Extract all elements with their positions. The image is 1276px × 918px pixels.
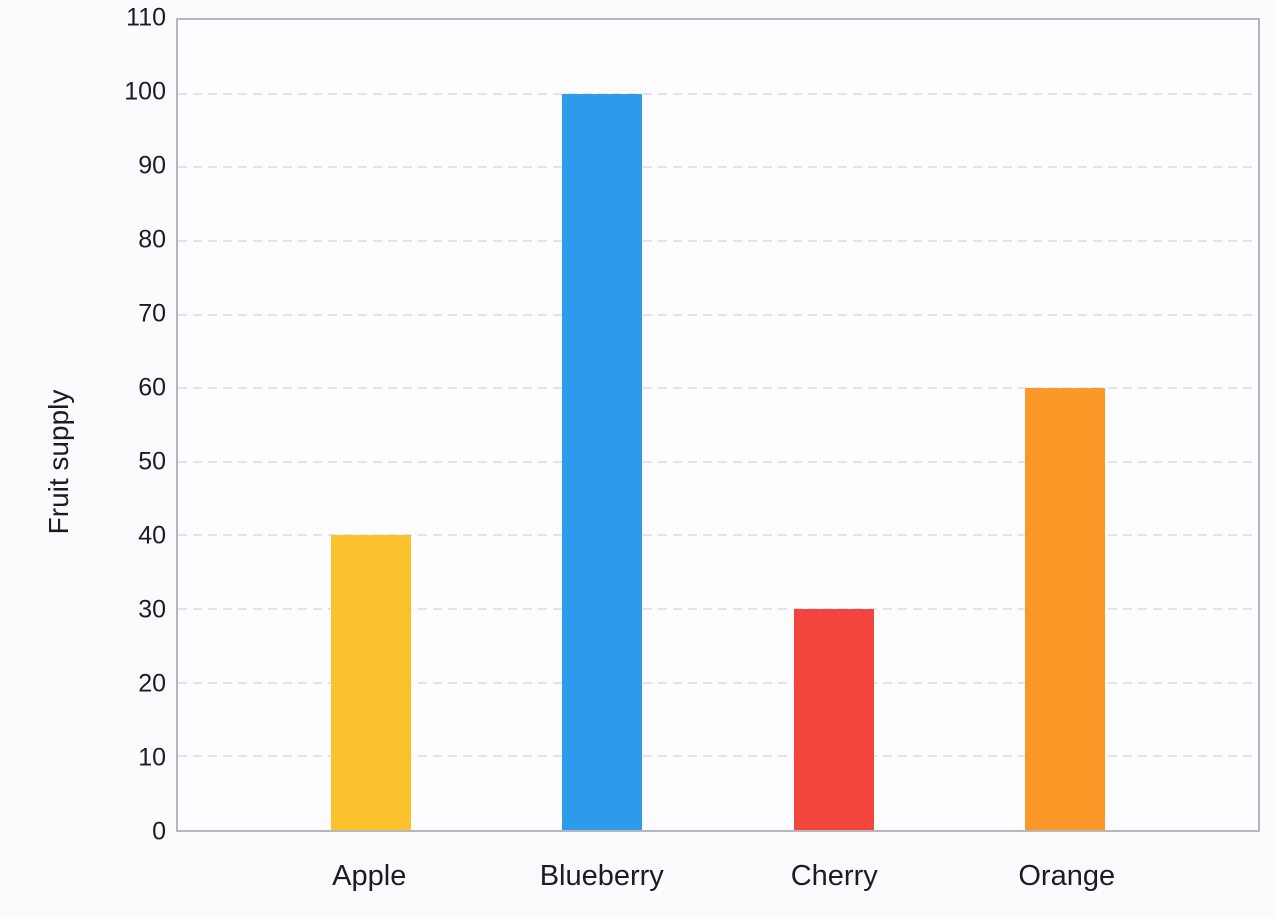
y-tick-label-110: 110	[126, 3, 166, 32]
gridline-70	[178, 313, 1258, 316]
bar-orange	[1025, 388, 1106, 830]
gridline-20	[178, 681, 1258, 684]
bar-apple	[330, 535, 411, 830]
gridline-50	[178, 460, 1258, 463]
gridline-100	[178, 92, 1258, 95]
y-tick-label-40: 40	[138, 521, 166, 550]
plot-area	[176, 18, 1260, 832]
bar-slot-blueberry	[487, 20, 719, 830]
bar-slot-orange	[950, 20, 1182, 830]
bar-cherry	[793, 609, 874, 830]
gridline-30	[178, 608, 1258, 611]
gridline-10	[178, 755, 1258, 758]
x-label-orange: Orange	[1018, 859, 1116, 892]
y-tick-label-30: 30	[138, 595, 166, 624]
y-tick-label-20: 20	[138, 669, 166, 698]
gridline-90	[178, 166, 1258, 169]
gridline-40	[178, 534, 1258, 537]
x-label-apple: Apple	[332, 859, 407, 892]
bars-container	[178, 20, 1258, 830]
x-axis-category-labels: Apple Blueberry Cherry Orange	[176, 850, 1260, 902]
y-tick-label-80: 80	[138, 225, 166, 254]
y-axis-tick-labels: 0 10 20 30 40 50 60 70 80 90 100 110	[0, 5, 166, 844]
gridline-80	[178, 239, 1258, 242]
x-label-blueberry: Blueberry	[539, 859, 664, 892]
y-tick-label-90: 90	[138, 151, 166, 180]
y-tick-label-70: 70	[138, 299, 166, 328]
y-tick-label-50: 50	[138, 447, 166, 476]
bar-blueberry	[562, 93, 643, 830]
gridline-60	[178, 387, 1258, 390]
bar-slot-apple	[255, 20, 487, 830]
y-tick-label-60: 60	[138, 373, 166, 402]
y-tick-label-10: 10	[138, 743, 166, 772]
y-tick-label-0: 0	[152, 817, 166, 846]
bar-slot-cherry	[718, 20, 950, 830]
y-tick-label-100: 100	[124, 77, 166, 106]
x-label-cherry: Cherry	[790, 859, 878, 892]
